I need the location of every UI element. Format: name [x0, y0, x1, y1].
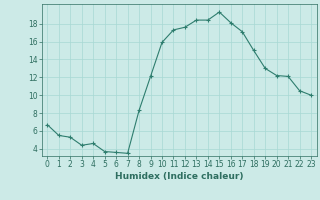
- X-axis label: Humidex (Indice chaleur): Humidex (Indice chaleur): [115, 172, 244, 181]
